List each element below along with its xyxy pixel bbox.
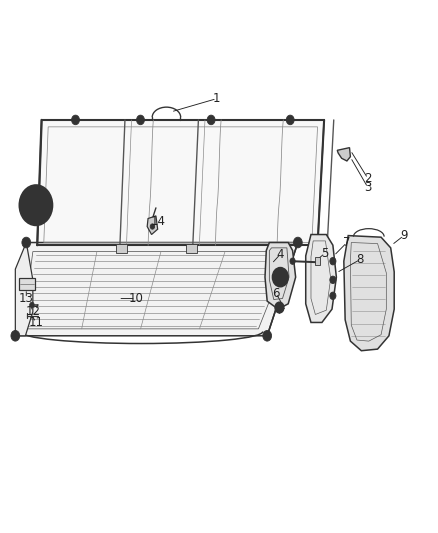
Bar (315, 257, 320, 265)
Polygon shape (337, 148, 350, 161)
Text: 4: 4 (276, 248, 284, 261)
Circle shape (286, 115, 294, 125)
Circle shape (277, 273, 284, 281)
FancyBboxPatch shape (19, 278, 35, 290)
Text: 10: 10 (128, 292, 143, 305)
Text: 6: 6 (272, 287, 280, 300)
Text: 11: 11 (28, 316, 43, 329)
Polygon shape (265, 243, 296, 309)
Polygon shape (344, 236, 394, 351)
Circle shape (272, 268, 288, 287)
Circle shape (330, 257, 336, 265)
Text: 1: 1 (213, 92, 221, 105)
Polygon shape (15, 243, 298, 336)
Text: 5: 5 (321, 247, 328, 260)
Circle shape (263, 330, 272, 341)
Circle shape (30, 302, 34, 308)
Bar (116, 244, 127, 253)
Circle shape (207, 115, 215, 125)
Circle shape (71, 115, 79, 125)
Text: 3: 3 (364, 181, 371, 194)
Text: 13: 13 (19, 292, 34, 305)
Bar (270, 244, 281, 253)
Circle shape (19, 185, 53, 225)
Circle shape (150, 224, 155, 229)
Polygon shape (37, 120, 324, 245)
Text: 12: 12 (25, 305, 40, 318)
Text: 7: 7 (343, 236, 351, 249)
Text: 9: 9 (400, 229, 408, 242)
Circle shape (275, 302, 284, 313)
Text: 14: 14 (150, 215, 165, 228)
Circle shape (27, 195, 45, 216)
Polygon shape (15, 243, 33, 336)
Bar (186, 244, 197, 253)
Text: 2: 2 (364, 172, 372, 185)
Circle shape (137, 115, 145, 125)
Circle shape (22, 237, 31, 248)
Circle shape (290, 258, 295, 264)
Polygon shape (147, 216, 158, 235)
Polygon shape (306, 235, 336, 322)
Circle shape (11, 330, 20, 341)
Circle shape (330, 292, 336, 300)
Text: 8: 8 (357, 253, 364, 266)
Circle shape (293, 237, 302, 248)
Circle shape (330, 276, 336, 284)
